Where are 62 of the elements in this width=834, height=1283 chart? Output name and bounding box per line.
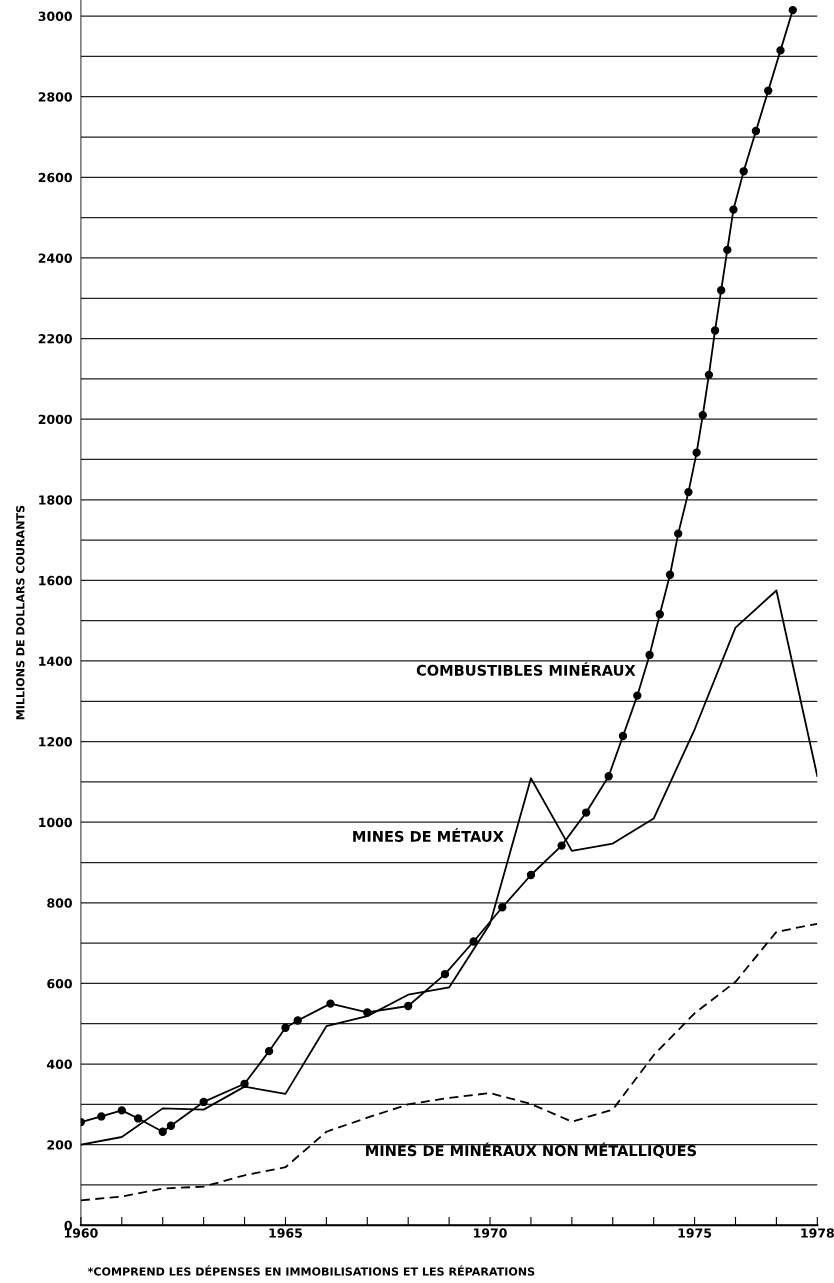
point [581,808,591,817]
point [404,1001,413,1011]
point [739,167,748,176]
point [764,86,773,95]
point [788,5,797,15]
point [723,245,732,255]
y-axis-title: MILLIONS DE DOLLARS COURANTS [16,505,25,720]
x-tick-label: 1975 [678,1228,712,1238]
point [166,1121,176,1130]
text: *COMPREND LES DÉPENSES EN IMMOBILISATIONS ET LES RÉPARATIONS [87,1265,535,1276]
y-tick-label: 800 [47,898,72,908]
point [692,448,701,457]
series-label: COMBUSTIBLES MINÉRAUX [416,662,636,676]
y-tick-label: 2800 [38,92,72,102]
y-tick-label: 1200 [39,737,72,747]
point [557,841,566,850]
y-tick-label: 400 [47,1059,72,1069]
point [710,326,720,335]
point [293,1016,302,1025]
point [199,1097,208,1107]
point [326,999,335,1008]
point [655,610,664,619]
point [674,529,683,538]
point [698,410,707,420]
point [665,570,675,579]
point [604,772,613,781]
point [97,1112,106,1121]
point [134,1114,143,1123]
point [498,903,507,912]
point [469,937,478,946]
series-label: MINES DE MÉTAUX [353,828,504,842]
point [704,370,714,380]
point [717,286,726,295]
point [618,731,628,741]
y-tick-label: 2200 [38,334,72,344]
x-tick-label: 1978 [801,1228,834,1238]
y-tick-label: 2400 [38,253,72,263]
y-tick-label: 1400 [39,656,72,666]
y-tick-label: 1600 [39,575,72,586]
point [526,870,536,880]
point [729,205,738,214]
point [776,46,785,55]
point [117,1106,126,1115]
point [684,487,693,497]
y-tick-label: 1000 [39,817,72,828]
point [158,1127,167,1136]
y-tick-label: 600 [47,978,72,989]
x-tick-label: 1965 [269,1228,302,1238]
point [751,126,761,136]
y-tick-label: 1800 [39,495,72,505]
y-tick-label: 3000 [38,11,72,22]
point [440,969,450,979]
x-tick-label: 1960 [64,1228,98,1238]
x-tick-label: 1970 [474,1228,507,1238]
y-tick-label: 200 [47,1140,72,1150]
series-label: MINES DE MINÉRAUX NON MÉTALLIQUES [366,1142,697,1159]
point [264,1046,274,1056]
y-tick-label: 2600 [38,172,72,183]
point [633,691,642,700]
point [281,1023,290,1032]
point [645,650,654,660]
y-tick-label: 2000 [38,414,72,425]
